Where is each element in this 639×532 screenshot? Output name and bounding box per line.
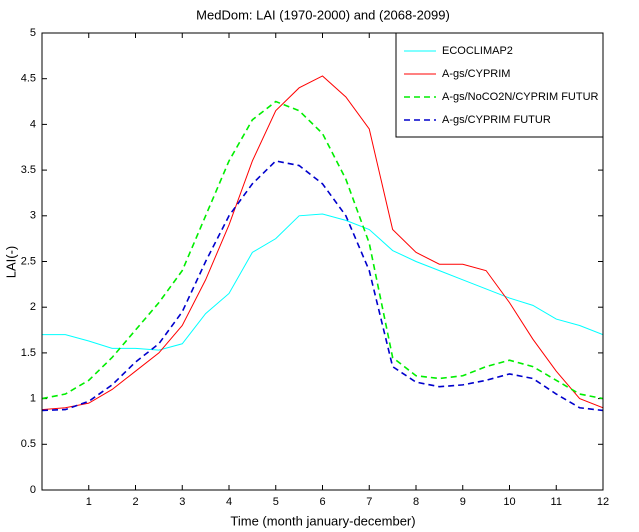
x-tick-label: 6 [319,496,325,508]
y-tick-label: 0.5 [21,438,36,450]
y-tick-label: 1 [30,393,36,405]
y-tick-label: 0 [30,484,36,496]
x-tick-label: 12 [597,496,609,508]
y-tick-label: 3 [30,210,36,222]
x-tick-label: 4 [226,496,232,508]
series-line [42,160,603,412]
legend-label: A-gs/CYPRIM FUTUR [442,114,551,126]
x-tick-label: 8 [413,496,419,508]
x-tick-label: 1 [86,496,92,508]
legend-label: A-gs/CYPRIM [442,68,510,80]
y-tick-label: 5 [30,27,36,39]
y-tick-label: 2 [30,301,36,313]
y-tick-label: 2.5 [21,255,36,267]
x-tick-label: 7 [366,496,372,508]
legend-box [395,32,604,138]
x-tick-label: 11 [551,496,562,508]
y-tick-label: 4.5 [21,73,36,85]
legend-label: A-gs/NoCO2N/CYPRIM FUTUR [442,91,599,103]
x-axis-label: Time (month january-december) [230,513,415,528]
x-tick-label: 3 [179,496,185,508]
series-line [42,100,603,400]
y-axis-label: LAI(-) [3,246,18,279]
series-line [42,75,603,411]
x-tick-label: 5 [273,496,279,508]
y-tick-label: 4 [30,118,36,130]
x-tick-label: 2 [132,496,138,508]
plot-frame [41,32,604,491]
x-tick-label: 10 [503,496,515,508]
x-tick-label: 9 [460,496,466,508]
y-tick-label: 3.5 [21,164,36,176]
series-line [42,213,603,351]
legend-label: ECOCLIMAP2 [442,45,513,57]
chart-title: MedDom: LAI (1970-2000) and (2068-2099) [196,7,450,22]
y-tick-label: 1.5 [21,347,36,359]
